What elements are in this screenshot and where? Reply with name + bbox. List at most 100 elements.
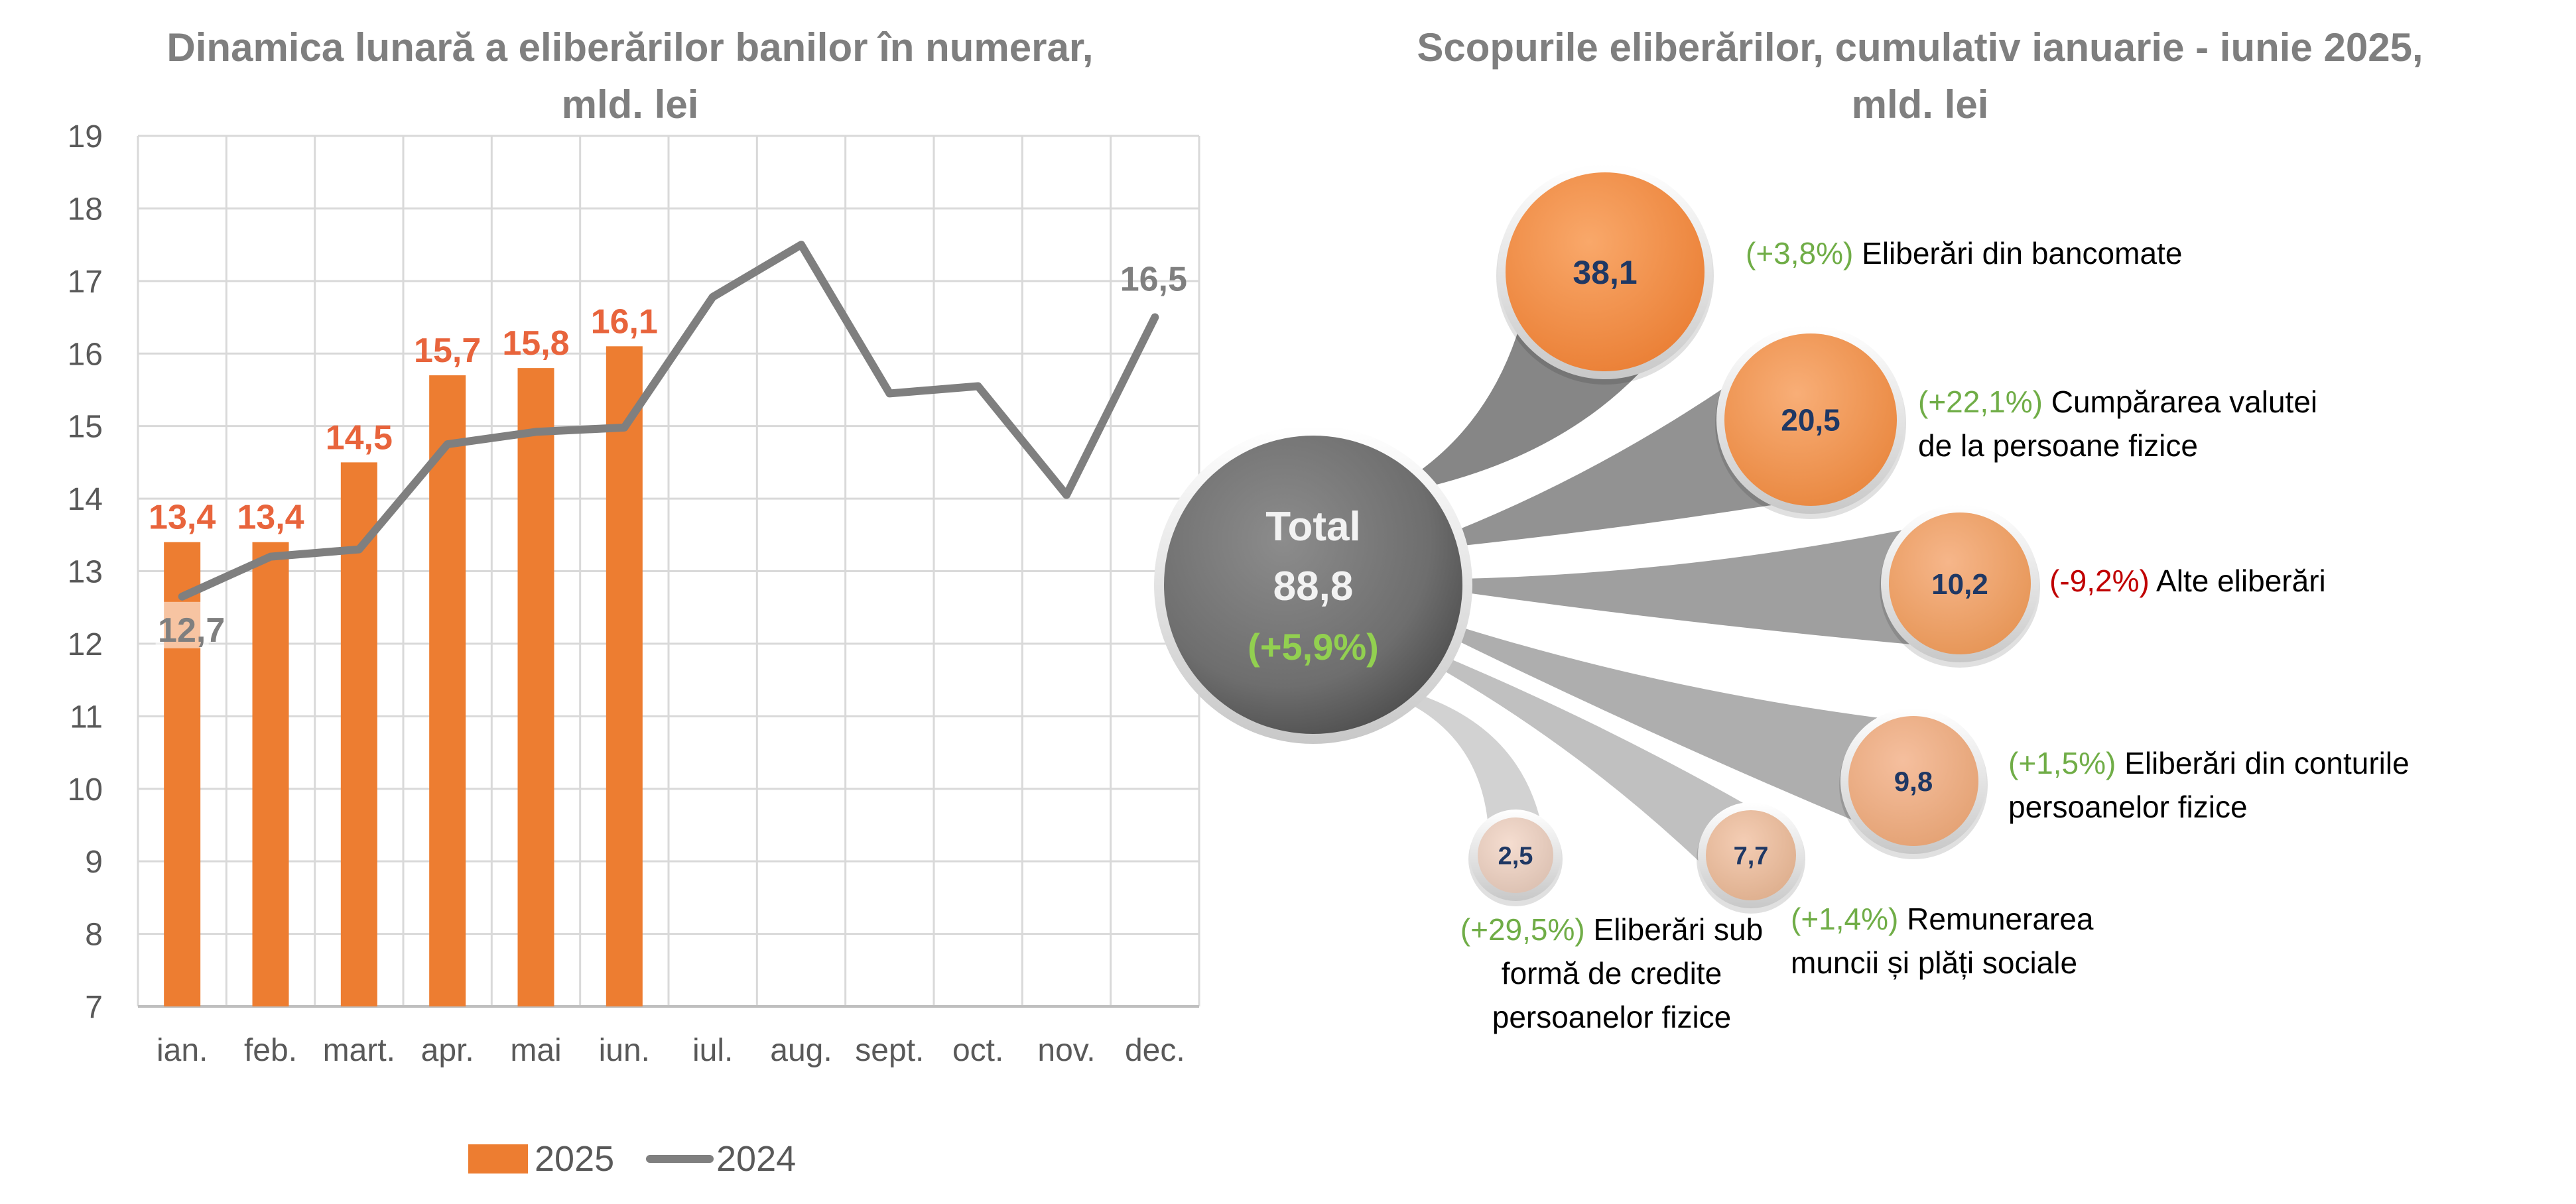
x-tick-label: aug. <box>770 1033 832 1068</box>
purpose-bubble: 38,1 (+3,8%) Eliberări din bancomate <box>1496 164 2182 385</box>
y-tick-label: 16 <box>68 337 103 372</box>
y-tick-label: 18 <box>68 192 103 227</box>
bubble-label-line: persoanelor fizice <box>2008 790 2248 824</box>
bubble-fill <box>1706 810 1796 900</box>
x-tick-label: apr. <box>421 1033 474 1068</box>
bubble-connector <box>1437 621 1933 838</box>
bubble-value: 38,1 <box>1573 254 1637 291</box>
bubble-fill <box>1724 333 1897 506</box>
bubble-fill <box>1478 817 1553 893</box>
y-tick-label: 13 <box>68 555 103 590</box>
bar-data-label: 15,7 <box>414 331 481 370</box>
bubble-label-line: muncii și plăți sociale <box>1791 945 2077 980</box>
bubble-label-line: Alte eliberări <box>2150 564 2326 598</box>
bubble-label-line: persoanelor fizice <box>1492 1000 1732 1034</box>
bubble-value: 10,2 <box>1931 568 1988 601</box>
bubble-label-line: Cumpărarea valutei <box>2043 385 2317 419</box>
bubble-fill <box>1506 172 1705 371</box>
x-tick-label: ian. <box>157 1033 208 1068</box>
bubble-label: (-9,2%) Alte eliberări <box>2049 564 2326 598</box>
y-tick-label: 12 <box>68 627 103 662</box>
legend-label-2025: 2025 <box>535 1139 614 1179</box>
total-change: (+5,9%) <box>1248 626 1379 668</box>
line-2024-point <box>977 385 979 387</box>
x-tick-label: sept. <box>855 1033 924 1068</box>
line-2024 <box>178 241 1159 601</box>
total-bubble: Total 88,8 (+5,9%) <box>1154 426 1472 744</box>
bubble-label: (+22,1%) Cumpărarea valutei de la persoan… <box>1918 385 2317 463</box>
bar-labels-2025: 13,4 13,4 14,5 15,7 15,8 16,1 <box>149 302 658 536</box>
bubble-label-line: Eliberări din bancomate <box>1853 236 2182 271</box>
x-tick-label: iun. <box>599 1033 650 1068</box>
x-tick-label: mart. <box>323 1033 395 1068</box>
purpose-bubble: 9,8 (+1,5%) Eliberări din conturile persoa… <box>1839 708 2410 859</box>
bar-2025 <box>517 368 554 1006</box>
bar-2025 <box>606 346 643 1006</box>
line-2024-point <box>358 548 360 550</box>
bubble-value: 9,8 <box>1894 766 1933 797</box>
x-tick-label: iul. <box>692 1033 733 1068</box>
y-tick-label: 15 <box>68 410 103 445</box>
total-bubble-fill <box>1164 436 1462 734</box>
line-2024-point <box>535 431 537 433</box>
purpose-bubble: 10,2 (-9,2%) Alte eliberări <box>1880 505 2326 668</box>
total-value: 88,8 <box>1273 564 1354 609</box>
y-axis-ticks: 7 8 9 10 11 12 13 14 15 16 17 18 19 <box>68 119 103 1025</box>
bubble-change: (+29,5%) <box>1460 912 1585 947</box>
y-tick-label: 14 <box>68 482 103 517</box>
bubble-label-line: de la persoane fizice <box>1918 428 2198 463</box>
line-2024-path <box>178 241 1159 601</box>
legend-swatch-2025 <box>468 1144 528 1174</box>
bubble-fill <box>1848 716 1978 846</box>
gridlines <box>137 135 1200 1008</box>
bar-data-label: 14,5 <box>326 418 393 457</box>
line-2024-point <box>270 556 271 558</box>
right-chart-title-line-2: mld. lei <box>1852 82 1989 127</box>
purpose-bubble: 2,5 (+29,5%) Eliberări sub formă de credit… <box>1460 810 1763 1034</box>
line-labels-2024: 12,7 16,5 <box>155 261 1187 650</box>
bar-data-label: 13,4 <box>237 499 304 537</box>
bubble-label: (+3,8%) Eliberări din bancomate <box>1746 236 2182 271</box>
bar-data-label: 13,4 <box>149 499 216 537</box>
left-chart-title-line-2: mld. lei <box>562 82 699 127</box>
x-tick-label: feb. <box>244 1033 297 1068</box>
bubble-change: (+1,4%) <box>1791 902 1898 936</box>
x-tick-label: dec. <box>1125 1033 1185 1068</box>
bubble-label-line: Eliberări din conturile <box>2116 746 2409 780</box>
bubble-change: (+3,8%) <box>1746 236 1853 271</box>
line-2024-point <box>889 392 891 394</box>
y-tick-label: 9 <box>85 845 103 880</box>
bubble-connector <box>1423 650 1773 891</box>
monthly-cash-chart: Dinamica lunară a eliberărilor banilor î… <box>68 25 1200 1179</box>
y-tick-label: 10 <box>68 772 103 808</box>
left-chart-title-line-1: Dinamica lunară a eliberărilor banilor î… <box>166 25 1093 70</box>
legend: 2025 2024 <box>468 1139 796 1179</box>
bar-data-label: 15,8 <box>502 324 569 363</box>
bubble-label: (+1,5%) Eliberări din conturile persoanel… <box>2008 746 2410 824</box>
purpose-bubble: 7,7 (+1,4%) Remunerarea muncii și plăți so… <box>1697 802 2094 980</box>
y-tick-label: 11 <box>70 699 103 735</box>
bar-2025 <box>429 375 466 1006</box>
line-2024-point <box>712 296 714 298</box>
line-data-label: 16,5 <box>1120 261 1187 299</box>
legend-label-2024: 2024 <box>716 1139 796 1179</box>
total-label: Total <box>1265 504 1361 550</box>
bubble-connector <box>1445 518 1961 649</box>
line-2024-point <box>1154 316 1156 318</box>
y-tick-label: 8 <box>85 918 103 953</box>
bubble-label: (+29,5%) Eliberări sub formă de credite pe… <box>1460 912 1763 1034</box>
x-tick-label: nov. <box>1037 1033 1095 1068</box>
line-data-label: 12,7 <box>158 611 225 650</box>
bars-2025 <box>164 346 643 1006</box>
bubble-label-line: Remunerarea <box>1898 902 2093 936</box>
bar-data-label: 16,1 <box>591 302 658 341</box>
bubble-change: (+1,5%) <box>2008 746 2116 780</box>
right-chart-title-line-1: Scopurile eliberărilor, cumulativ ianuar… <box>1417 25 2423 70</box>
y-tick-label: 7 <box>85 990 103 1025</box>
line-2024-point <box>181 595 183 597</box>
line-2024-point <box>1066 494 1067 496</box>
y-tick-label: 19 <box>68 119 103 154</box>
purpose-bubble: 20,5 (+22,1%) Cumpărarea valutei de la per… <box>1715 326 2317 519</box>
x-tick-label: mai <box>510 1033 561 1068</box>
